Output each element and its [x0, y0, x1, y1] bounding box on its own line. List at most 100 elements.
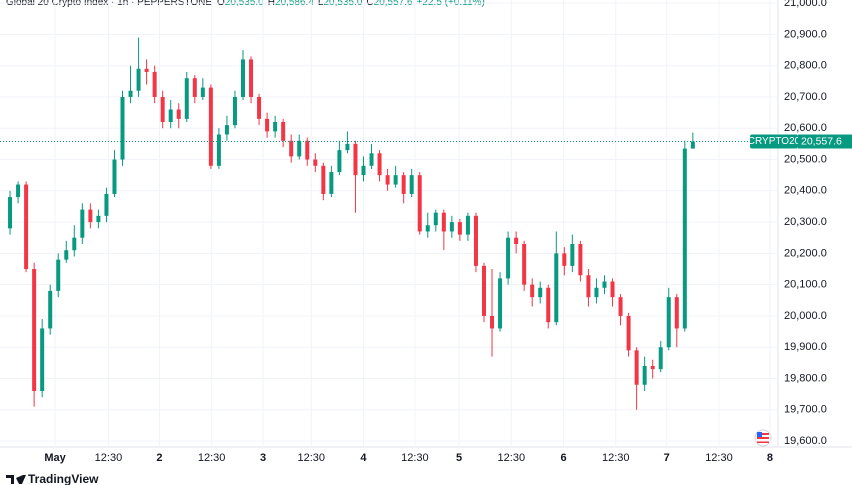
y-tick-label: 20,600.0 — [784, 122, 827, 134]
y-tick-label: 19,800.0 — [784, 372, 827, 384]
symbol-tag — [750, 134, 798, 149]
candle-body — [594, 287, 599, 298]
candle-body — [506, 237, 511, 279]
price-tag — [798, 134, 852, 149]
candle-body — [337, 150, 342, 173]
candle-body — [538, 287, 543, 298]
candle-body — [48, 290, 53, 329]
candle-body — [249, 59, 254, 97]
candle-body — [200, 87, 205, 97]
ohlc-key: L — [318, 0, 324, 8]
candle-body — [40, 328, 45, 392]
candle-body — [449, 222, 454, 232]
candle-body — [208, 87, 213, 166]
y-tick-label: 20,300.0 — [784, 216, 827, 228]
candle-body — [409, 175, 414, 194]
y-tick-label: 20,000.0 — [784, 310, 827, 322]
y-tick-label: 19,600.0 — [784, 435, 827, 447]
ohlc-value: 20,557.6 — [374, 0, 413, 8]
candle-body — [144, 68, 149, 72]
y-tick-label: 20,900.0 — [784, 28, 827, 40]
candle-body — [192, 78, 197, 97]
candle-body — [224, 125, 229, 135]
candle-body — [305, 140, 310, 160]
candle-body — [514, 237, 519, 244]
header-legend: Global 20 Crypto Index · 1h · PEPPERSTON… — [6, 0, 485, 8]
ohlc-value: 20,535.0 — [323, 0, 362, 8]
candle-body — [216, 134, 221, 166]
candle-body — [417, 175, 422, 232]
candle-body — [602, 281, 607, 288]
candle-body — [658, 347, 663, 370]
candles — [8, 37, 695, 410]
x-tick-label: 12:30 — [498, 452, 526, 464]
symbol-tag-label: CRYPTO20 — [748, 136, 801, 147]
x-tick-label: 6 — [560, 452, 566, 464]
price-change: +22.5 (+0.11%) — [417, 0, 485, 8]
candle-body — [329, 172, 334, 194]
x-tick-label: 12:30 — [602, 452, 630, 464]
candle-body — [297, 140, 302, 157]
candle-body — [313, 159, 318, 166]
y-tick-label: 19,700.0 — [784, 404, 827, 416]
candle-body — [281, 121, 286, 141]
x-tick-label: 7 — [664, 452, 670, 464]
candle-body — [586, 275, 591, 298]
candle-body — [64, 250, 69, 260]
candle-body — [56, 259, 61, 291]
candle-body — [393, 175, 398, 185]
candle-body — [369, 153, 374, 166]
candle-body — [16, 184, 21, 198]
candle-body — [642, 365, 647, 385]
candle-body — [457, 222, 462, 235]
y-tick-label: 19,900.0 — [784, 341, 827, 353]
candle-body — [490, 315, 495, 329]
x-tick-label: May — [44, 452, 66, 464]
candle-body — [570, 243, 575, 266]
brand-name: TradingView — [28, 472, 99, 485]
candle-body — [401, 175, 406, 194]
candle-body — [120, 96, 125, 160]
ohlc-value: 20,586.4 — [275, 0, 314, 8]
x-tick-label: 3 — [260, 452, 266, 464]
candle-body — [385, 175, 390, 185]
candle-body — [32, 269, 37, 392]
candle-body — [562, 253, 567, 266]
candle-body — [176, 109, 181, 119]
x-tick-label: 5 — [456, 452, 462, 464]
candle-body — [88, 209, 93, 223]
candle-body — [128, 90, 133, 97]
candle-body — [498, 278, 503, 329]
x-tick-label: 12:30 — [705, 452, 733, 464]
candle-body — [610, 281, 615, 298]
candle-body — [690, 141, 695, 149]
ohlc-key: H — [268, 0, 275, 8]
candle-body — [465, 215, 470, 235]
candle-body — [152, 71, 157, 97]
candle-body — [24, 184, 29, 270]
flag-icon — [754, 429, 772, 447]
candle-body — [184, 78, 189, 119]
x-tick-label: 8 — [767, 452, 773, 464]
candle-body — [80, 209, 85, 238]
candle-body — [618, 297, 623, 316]
y-tick-label: 20,700.0 — [784, 91, 827, 103]
x-tick-label: 12:30 — [198, 452, 226, 464]
candle-body — [666, 297, 671, 348]
candle-body — [353, 143, 358, 176]
candle-body — [265, 118, 270, 132]
candle-body — [377, 153, 382, 176]
header: Global 20 Crypto Index · 1h · PEPPERSTON… — [6, 0, 485, 8]
candle-body — [321, 165, 326, 194]
x-tick-label: 2 — [156, 452, 162, 464]
candle-body — [96, 215, 101, 223]
candle-body — [289, 140, 294, 157]
x-tick-label: 12:30 — [298, 452, 326, 464]
candle-body — [104, 193, 109, 216]
candle-body — [361, 165, 366, 176]
x-tick-label: 4 — [360, 452, 367, 464]
candle-body — [160, 96, 165, 122]
candle-body — [232, 96, 237, 126]
